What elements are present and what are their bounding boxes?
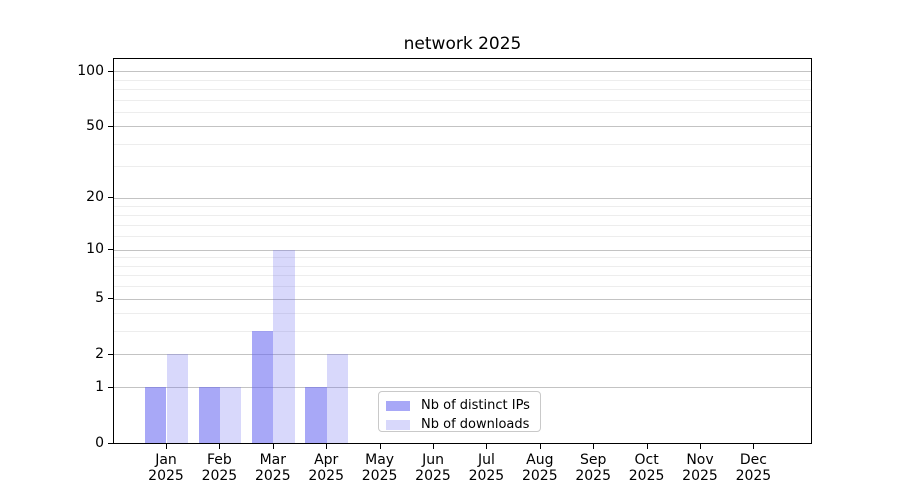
x-tick-label: Jul 2025 [468, 452, 505, 484]
bar-downloads-jan [166, 354, 188, 443]
x-tick-label: Mar 2025 [254, 452, 291, 484]
gridline-major [114, 197, 811, 199]
gridline-minor [114, 257, 811, 259]
x-tick-label: May 2025 [361, 452, 398, 484]
legend-label-distinct-ips: Nb of distinct IPs [421, 398, 530, 413]
gridline-major [114, 249, 811, 251]
x-tick-mark [486, 444, 488, 449]
y-tick-mark [108, 197, 113, 199]
x-tick-label: Jun 2025 [415, 452, 451, 484]
gridline-minor [114, 166, 811, 168]
legend: Nb of distinct IPs Nb of downloads [378, 391, 541, 432]
bar-downloads-feb [219, 387, 242, 443]
y-tick-label: 100 [77, 62, 104, 79]
x-tick-mark [539, 444, 541, 449]
gridline-minor [114, 331, 811, 333]
bar-downloads-apr [326, 354, 349, 443]
x-tick-label: Jan 2025 [148, 452, 184, 484]
x-tick-mark [646, 444, 648, 449]
gridline-minor [114, 313, 811, 315]
y-tick-mark [108, 353, 113, 355]
x-tick-label: Sep 2025 [575, 452, 611, 484]
y-tick-mark [108, 70, 113, 72]
x-tick-mark [753, 444, 755, 449]
x-tick-mark [166, 444, 167, 449]
gridline-minor [114, 214, 811, 216]
gridline-minor [114, 99, 811, 101]
gridline-minor [114, 205, 811, 207]
x-tick-mark [379, 444, 381, 449]
x-tick-label: Dec 2025 [735, 452, 772, 484]
plot-area: Nb of distinct IPs Nb of downloads [113, 58, 812, 444]
y-tick-label: 5 [95, 290, 104, 307]
gridline-minor [114, 111, 811, 113]
gridline-minor [114, 143, 811, 145]
gridline-minor [114, 286, 811, 288]
x-tick-label: Apr 2025 [308, 452, 344, 484]
x-tick-mark [593, 444, 595, 449]
legend-label-downloads: Nb of downloads [421, 417, 530, 432]
x-tick-label: Aug 2025 [521, 452, 558, 484]
bar-downloads-mar [273, 249, 295, 443]
y-tick-label: 0 [95, 434, 104, 451]
bar-distinct-ips-apr [305, 387, 327, 443]
x-tick-mark [326, 444, 328, 449]
gridline-minor [114, 265, 811, 267]
gridline-major [114, 298, 811, 300]
bars-layer [114, 59, 811, 443]
bar-distinct-ips-jan [145, 387, 167, 443]
chart-title: network 2025 [403, 34, 522, 54]
gridline-major [114, 387, 811, 389]
x-tick-label: Oct 2025 [628, 452, 665, 484]
y-tick-mark [108, 386, 113, 388]
x-tick-mark [433, 444, 434, 449]
x-tick-mark [272, 444, 274, 449]
y-tick-mark [108, 249, 113, 251]
gridline-minor [114, 88, 811, 90]
gridline-minor [114, 79, 811, 81]
legend-item-downloads: Nb of downloads [386, 417, 540, 432]
bar-distinct-ips-mar [251, 331, 274, 443]
y-tick-mark [108, 125, 113, 127]
y-tick-mark [108, 442, 113, 444]
bar-distinct-ips-feb [198, 387, 220, 443]
legend-item-distinct-ips: Nb of distinct IPs [386, 398, 540, 413]
y-tick-label: 20 [86, 189, 104, 206]
gridline-minor [114, 236, 811, 238]
gridline-minor [114, 275, 811, 277]
y-tick-label: 10 [86, 241, 104, 258]
grid-layer [114, 59, 811, 443]
legend-swatch-downloads [386, 419, 410, 430]
gridline-major [114, 354, 811, 356]
legend-swatch-distinct-ips [386, 400, 410, 411]
y-tick-mark [108, 298, 113, 300]
y-tick-label: 2 [95, 345, 104, 362]
x-tick-label: Feb 2025 [201, 452, 238, 484]
gridline-minor [114, 224, 811, 226]
x-tick-label: Nov 2025 [682, 452, 718, 484]
y-tick-label: 50 [86, 117, 104, 134]
gridline-major [114, 71, 811, 73]
y-tick-label: 1 [95, 378, 104, 395]
gridline-major [114, 126, 811, 128]
x-tick-mark [700, 444, 701, 449]
x-tick-mark [219, 444, 221, 449]
